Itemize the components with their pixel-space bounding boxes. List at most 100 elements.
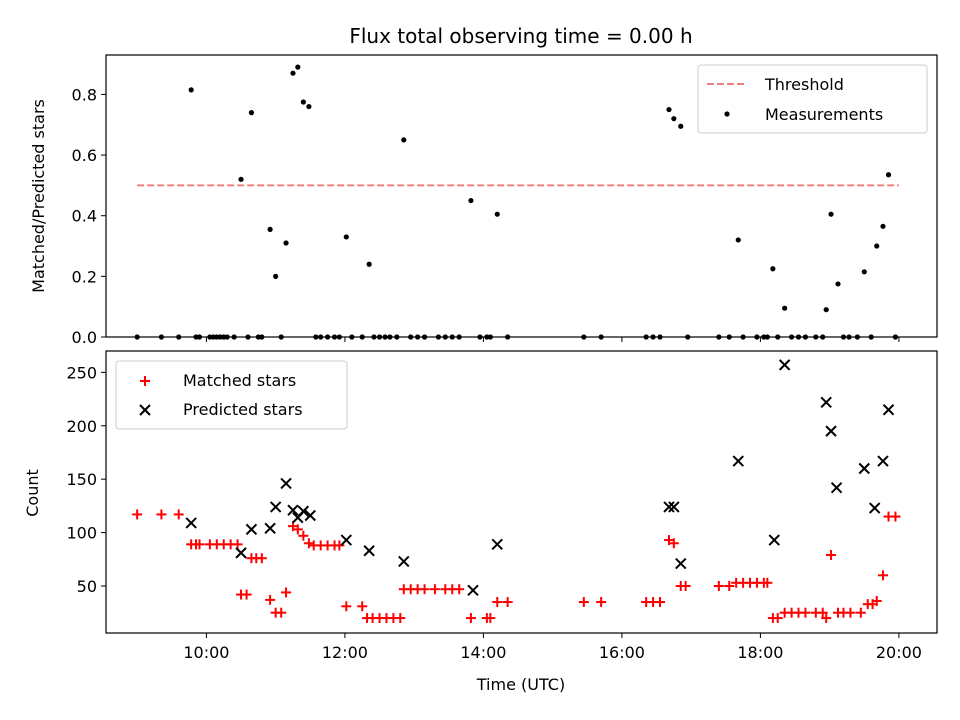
predicted-star-marker xyxy=(269,501,282,513)
bottom-axes-frame xyxy=(105,350,938,634)
measurement-point xyxy=(885,172,892,178)
matched-star-marker xyxy=(713,581,724,591)
legend-matched-label: Matched stars xyxy=(183,371,296,390)
predicted-star-marker xyxy=(304,509,316,522)
matched-star-marker xyxy=(454,584,465,595)
measurement-point xyxy=(290,70,296,76)
bottom-x-tick-label: 16:00 xyxy=(599,643,645,662)
matched-star-marker xyxy=(817,607,828,618)
predicted-star-marker xyxy=(877,455,889,467)
matched-star-marker xyxy=(265,594,276,605)
measurement-point xyxy=(782,305,788,311)
matched-star-marker xyxy=(655,597,665,608)
predicted-star-marker xyxy=(363,545,375,557)
matched-star-marker xyxy=(826,550,837,561)
matched-star-marker xyxy=(800,607,811,618)
matched-star-marker xyxy=(194,539,205,550)
predicted-star-marker xyxy=(491,538,503,551)
bottom-y-tick-label: 150 xyxy=(66,470,97,489)
measurement-point xyxy=(666,106,672,113)
bottom-plot: 50 100 150 200 250 10:00 12:00 14:00 16:00 18:00 2… xyxy=(66,350,938,662)
matched-star-marker xyxy=(502,597,513,608)
measurement-point xyxy=(306,103,312,110)
bottom-x-tick-label: 10:00 xyxy=(183,643,229,662)
top-y-tick-label: 0.8 xyxy=(72,85,97,104)
predicted-star-marker xyxy=(830,482,843,494)
measurement-point xyxy=(295,64,301,70)
top-legend-box xyxy=(697,64,928,134)
matched-star-marker xyxy=(485,613,496,624)
matched-star-marker xyxy=(281,587,292,598)
measurement-point xyxy=(770,266,776,272)
predicted-star-marker xyxy=(245,523,258,536)
legend-measurements-swatch xyxy=(724,111,730,117)
measurement-point xyxy=(828,211,834,217)
top-legend: Threshold Measurements xyxy=(697,64,928,134)
bottom-x-tick-label: 14:00 xyxy=(460,643,506,662)
matched-star-marker xyxy=(419,584,430,595)
predicted-star-marker xyxy=(287,504,299,516)
predicted-star-marker xyxy=(820,396,832,408)
predicted-star-marker xyxy=(340,534,353,546)
legend-predicted-swatch xyxy=(139,404,151,416)
measurement-point xyxy=(880,223,886,229)
measurement-point xyxy=(366,261,372,267)
matched-star-marker xyxy=(724,581,735,591)
legend-threshold-label: Threshold xyxy=(764,75,844,94)
x-axis-label: Time (UTC) xyxy=(476,675,565,694)
predicted-star-marker xyxy=(868,502,881,514)
bottom-y-tick-label: 100 xyxy=(66,524,97,543)
matched-star-marker xyxy=(429,584,440,595)
matched-star-marker xyxy=(596,597,607,608)
measurement-point xyxy=(678,123,684,129)
matched-star-marker xyxy=(256,553,267,564)
bottom-y-tick-label: 50 xyxy=(77,577,97,596)
matched-star-marker xyxy=(334,540,345,551)
matched-star-marker xyxy=(871,595,882,606)
matched-star-marker xyxy=(173,509,184,520)
matched-star-marker xyxy=(357,601,368,612)
matched-star-marker xyxy=(232,539,243,550)
predicted-star-marker xyxy=(235,547,247,559)
measurement-point xyxy=(300,99,306,105)
measurement-point xyxy=(248,110,255,116)
predicted-star-marker xyxy=(732,455,744,467)
predicted-star-marker xyxy=(297,505,310,517)
matched-star-marker xyxy=(762,577,773,588)
matched-star-marker xyxy=(132,509,143,520)
predicted-star-marker xyxy=(778,359,791,371)
bottom-y-tick-label: 200 xyxy=(66,417,97,436)
matched-star-marker xyxy=(292,524,303,535)
matched-star-marker xyxy=(492,597,503,608)
legend-matched-swatch xyxy=(140,376,150,386)
matched-star-marker xyxy=(890,511,901,522)
bottom-y-axis-label: Count xyxy=(23,469,42,517)
top-y-tick-label: 0.6 xyxy=(72,146,97,165)
bottom-legend: Matched stars Predicted stars xyxy=(115,360,348,430)
predicted-star-marker xyxy=(467,584,479,596)
matched-star-marker xyxy=(303,538,314,549)
measurement-point xyxy=(343,234,349,240)
predicted-star-marker xyxy=(280,477,292,490)
chart-title: Flux total observing time = 0.00 h xyxy=(349,24,692,48)
measurement-point xyxy=(735,237,741,243)
predicted-star-marker xyxy=(825,425,837,437)
top-plot: 0.0 0.2 0.4 0.6 0.8 Threshold Measurements xyxy=(72,54,938,347)
predicted-star-marker xyxy=(675,557,687,570)
matched-star-marker xyxy=(855,607,866,618)
matched-star-marker xyxy=(578,597,589,608)
matched-star-marker xyxy=(241,589,252,600)
measurement-point xyxy=(401,137,407,143)
measurement-point xyxy=(188,87,194,93)
matched-star-marker xyxy=(341,601,352,612)
bottom-x-tick-label: 20:00 xyxy=(876,643,922,662)
top-y-axis-label: Matched/Predicted stars xyxy=(29,99,48,293)
measurement-point xyxy=(823,307,829,313)
measurement-point xyxy=(468,197,474,204)
bottom-x-tick-label: 12:00 xyxy=(322,643,368,662)
measurement-point xyxy=(874,243,880,249)
predicted-star-marker xyxy=(663,501,675,513)
measurement-point xyxy=(267,226,273,232)
predicted-star-marker xyxy=(264,522,276,535)
